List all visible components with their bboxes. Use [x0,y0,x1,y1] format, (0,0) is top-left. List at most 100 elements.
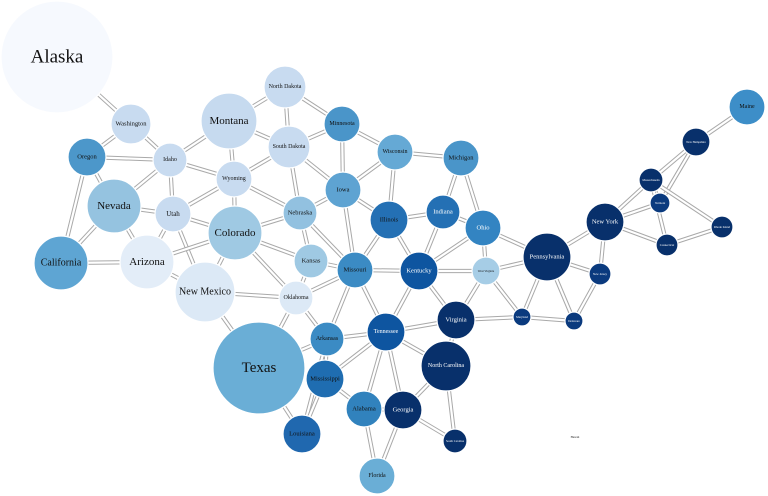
node-circle-wyoming[interactable] [215,160,253,198]
node-iowa[interactable]: Iowa [324,171,362,209]
node-circle-nevada[interactable] [86,178,142,234]
node-rhode-island[interactable]: Rhode Island [710,215,734,239]
node-circle-rhode-island[interactable] [710,215,734,239]
node-circle-illinois[interactable] [369,200,409,240]
node-circle-tennessee[interactable] [366,312,406,352]
node-circle-hawaii[interactable] [565,427,585,447]
node-circle-arizona[interactable] [119,234,175,290]
node-circle-maine[interactable] [728,88,766,126]
node-arkansas[interactable]: Arkansas [309,321,345,357]
node-circle-north-dakota[interactable] [263,65,307,109]
node-maryland[interactable]: Maryland [512,307,532,327]
node-circle-west-virginia[interactable] [471,256,501,286]
node-circle-missouri[interactable] [336,251,374,289]
node-circle-south-dakota[interactable] [267,125,311,169]
node-arizona[interactable]: Arizona [119,234,175,290]
node-circle-north-carolina[interactable] [420,340,472,392]
node-circle-south-carolina[interactable] [442,428,468,454]
node-new-jersey[interactable]: New Jersey [588,262,612,286]
node-circle-oklahoma[interactable] [278,280,314,316]
node-circle-delaware[interactable] [564,311,584,331]
node-michigan[interactable]: Michigan [442,139,480,177]
node-washington[interactable]: Washington [110,103,152,145]
node-wyoming[interactable]: Wyoming [215,160,253,198]
node-circle-florida[interactable] [358,457,396,495]
node-hawaii[interactable]: Hawaii [565,427,585,447]
node-circle-virginia[interactable] [436,300,476,340]
node-utah[interactable]: Utah [154,195,192,233]
node-kentucky[interactable]: Kentucky [399,251,439,291]
node-circle-pennsylvania[interactable] [522,232,572,282]
node-alaska[interactable]: Alaska [0,0,114,114]
node-circle-vermont[interactable] [649,192,671,214]
node-tennessee[interactable]: Tennessee [366,312,406,352]
node-circle-new-mexico[interactable] [174,261,236,323]
node-connecticut[interactable]: Connecticut [655,233,679,257]
node-north-dakota[interactable]: North Dakota [263,65,307,109]
node-circle-indiana[interactable] [425,194,461,230]
node-circle-massachusetts[interactable] [638,167,664,193]
node-illinois[interactable]: Illinois [369,200,409,240]
node-circle-new-jersey[interactable] [588,262,612,286]
node-mississippi[interactable]: Mississippi [305,359,345,399]
node-circle-wisconsin[interactable] [376,133,414,171]
node-oklahoma[interactable]: Oklahoma [278,280,314,316]
node-south-carolina[interactable]: South Carolina [442,428,468,454]
node-circle-idaho[interactable] [152,142,188,178]
node-circle-new-hampshire[interactable] [681,127,711,157]
node-circle-minnesota[interactable] [323,105,361,143]
node-montana[interactable]: Montana [200,92,258,150]
node-delaware[interactable]: Delaware [564,311,584,331]
node-new-hampshire[interactable]: New Hampshire [681,127,711,157]
node-circle-louisiana[interactable] [282,414,322,454]
node-kansas[interactable]: Kansas [293,243,329,279]
node-south-dakota[interactable]: South Dakota [267,125,311,169]
node-minnesota[interactable]: Minnesota [323,105,361,143]
node-wisconsin[interactable]: Wisconsin [376,133,414,171]
node-circle-utah[interactable] [154,195,192,233]
node-new-mexico[interactable]: New Mexico [174,261,236,323]
node-circle-connecticut[interactable] [655,233,679,257]
node-circle-washington[interactable] [110,103,152,145]
node-colorado[interactable]: Colorado [207,205,263,261]
node-circle-arkansas[interactable] [309,321,345,357]
node-indiana[interactable]: Indiana [425,194,461,230]
node-circle-alabama[interactable] [345,390,383,428]
node-circle-michigan[interactable] [442,139,480,177]
node-circle-kentucky[interactable] [399,251,439,291]
node-circle-ohio[interactable] [464,209,502,247]
node-florida[interactable]: Florida [358,457,396,495]
node-virginia[interactable]: Virginia [436,300,476,340]
node-circle-oregon[interactable] [67,137,107,177]
node-nebraska[interactable]: Nebraska [282,195,318,231]
node-missouri[interactable]: Missouri [336,251,374,289]
node-oregon[interactable]: Oregon [67,137,107,177]
node-idaho[interactable]: Idaho [152,142,188,178]
node-new-york[interactable]: New York [585,202,625,242]
node-circle-alaska[interactable] [0,0,114,114]
node-alabama[interactable]: Alabama [345,390,383,428]
node-north-carolina[interactable]: North Carolina [420,340,472,392]
node-circle-texas[interactable] [212,321,306,415]
node-nevada[interactable]: Nevada [86,178,142,234]
node-texas[interactable]: Texas [212,321,306,415]
node-circle-new-york[interactable] [585,202,625,242]
node-circle-montana[interactable] [200,92,258,150]
node-west-virginia[interactable]: West Virginia [471,256,501,286]
node-circle-iowa[interactable] [324,171,362,209]
node-circle-georgia[interactable] [383,390,423,430]
node-ohio[interactable]: Ohio [464,209,502,247]
node-vermont[interactable]: Vermont [649,192,671,214]
node-circle-kansas[interactable] [293,243,329,279]
node-louisiana[interactable]: Louisiana [282,414,322,454]
node-circle-mississippi[interactable] [305,359,345,399]
node-circle-california[interactable] [33,235,89,291]
node-pennsylvania[interactable]: Pennsylvania [522,232,572,282]
node-georgia[interactable]: Georgia [383,390,423,430]
node-circle-colorado[interactable] [207,205,263,261]
node-circle-nebraska[interactable] [282,195,318,231]
node-maine[interactable]: Maine [728,88,766,126]
node-circle-maryland[interactable] [512,307,532,327]
node-massachusetts[interactable]: Massachusetts [638,167,664,193]
node-california[interactable]: California [33,235,89,291]
